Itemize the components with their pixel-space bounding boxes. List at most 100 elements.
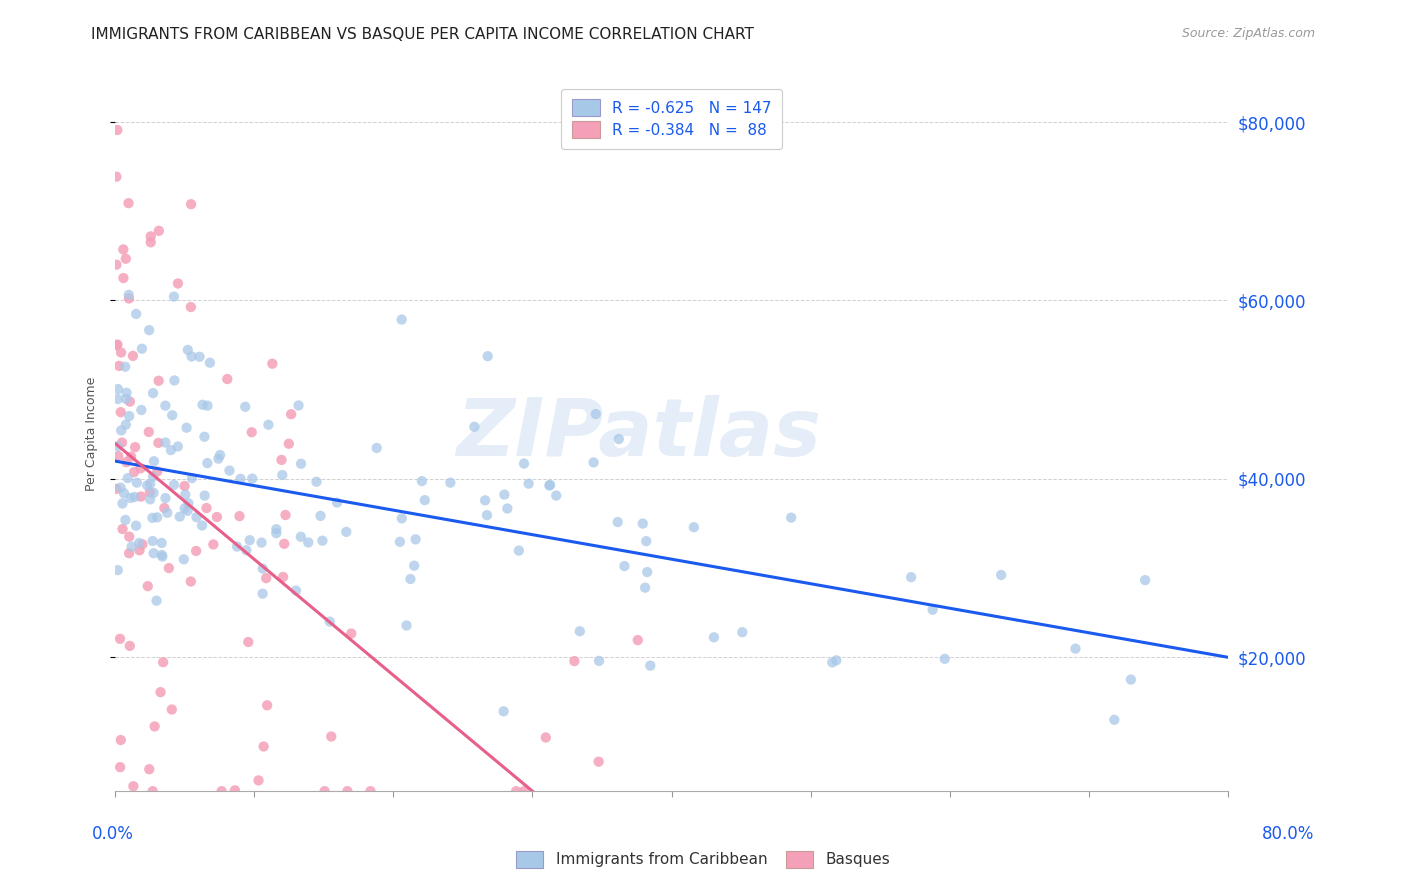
Point [682, 520, 704, 534]
Point [636, 534, 658, 549]
Point [118, 288, 141, 302]
Point [139, 492, 162, 507]
Point [163, 478, 186, 492]
Point [112, 271, 135, 285]
Point [176, 420, 198, 434]
Point [118, 292, 141, 306]
Point [235, 543, 257, 558]
Point [266, 526, 288, 541]
Point [148, 435, 170, 450]
Point [136, 478, 159, 492]
Point [166, 440, 188, 454]
Point [128, 536, 150, 550]
Point [107, 382, 129, 396]
Point [163, 290, 186, 304]
Point [439, 475, 461, 490]
Point [990, 568, 1012, 582]
Point [160, 443, 183, 458]
Point [217, 372, 239, 386]
Point [129, 461, 152, 475]
Point [136, 579, 159, 593]
Point [588, 654, 610, 668]
Point [247, 773, 270, 788]
Point [321, 730, 343, 744]
Point [780, 510, 803, 524]
Point [366, 441, 388, 455]
Point [107, 337, 129, 351]
Point [125, 518, 148, 533]
Point [273, 537, 295, 551]
Point [152, 655, 174, 669]
Point [277, 436, 299, 450]
Point [111, 435, 134, 450]
Point [228, 509, 250, 524]
Point [184, 544, 207, 558]
Point [921, 603, 943, 617]
Point [142, 784, 165, 798]
Point [145, 593, 167, 607]
Point [173, 479, 195, 493]
Point [297, 535, 319, 549]
Point [613, 559, 636, 574]
Point [122, 465, 145, 479]
Point [124, 490, 146, 504]
Point [205, 510, 228, 524]
Point [146, 510, 169, 524]
Point [197, 399, 219, 413]
Point [124, 440, 146, 454]
Point [160, 409, 183, 423]
Point [121, 540, 143, 554]
Point [287, 399, 309, 413]
Point [105, 169, 128, 184]
Point [122, 349, 145, 363]
Point [399, 572, 422, 586]
Point [115, 417, 138, 432]
Point [240, 471, 263, 485]
Point [160, 702, 183, 716]
Point [250, 535, 273, 549]
Text: ZIPatlas: ZIPatlas [456, 395, 821, 474]
Point [207, 451, 229, 466]
Point [198, 356, 221, 370]
Point [825, 653, 848, 667]
Point [107, 439, 129, 453]
Point [496, 501, 519, 516]
Point [107, 449, 129, 463]
Point [582, 455, 605, 469]
Point [114, 252, 136, 266]
Point [169, 509, 191, 524]
Point [640, 658, 662, 673]
Point [120, 450, 142, 464]
Point [606, 515, 628, 529]
Point [340, 626, 363, 640]
Point [262, 357, 284, 371]
Point [148, 224, 170, 238]
Point [157, 561, 180, 575]
Point [534, 731, 557, 745]
Point [233, 400, 256, 414]
Point [934, 652, 956, 666]
Point [177, 496, 200, 510]
Point [517, 476, 540, 491]
Point [120, 491, 142, 505]
Text: IMMIGRANTS FROM CARIBBEAN VS BASQUE PER CAPITA INCOME CORRELATION CHART: IMMIGRANTS FROM CARIBBEAN VS BASQUE PER … [91, 27, 754, 42]
Point [110, 345, 132, 359]
Point [238, 635, 260, 649]
Point [138, 425, 160, 439]
Point [195, 456, 218, 470]
Point [146, 465, 169, 479]
Point [395, 618, 418, 632]
Point [1119, 673, 1142, 687]
Point [186, 510, 208, 524]
Point [218, 464, 240, 478]
Point [224, 783, 246, 797]
Point [1104, 713, 1126, 727]
Point [475, 508, 498, 523]
Point [128, 543, 150, 558]
Point [404, 558, 426, 573]
Legend: Immigrants from Caribbean, Basques: Immigrants from Caribbean, Basques [510, 845, 896, 873]
Point [254, 571, 277, 585]
Point [112, 243, 135, 257]
Point [114, 359, 136, 374]
Point [173, 501, 195, 516]
